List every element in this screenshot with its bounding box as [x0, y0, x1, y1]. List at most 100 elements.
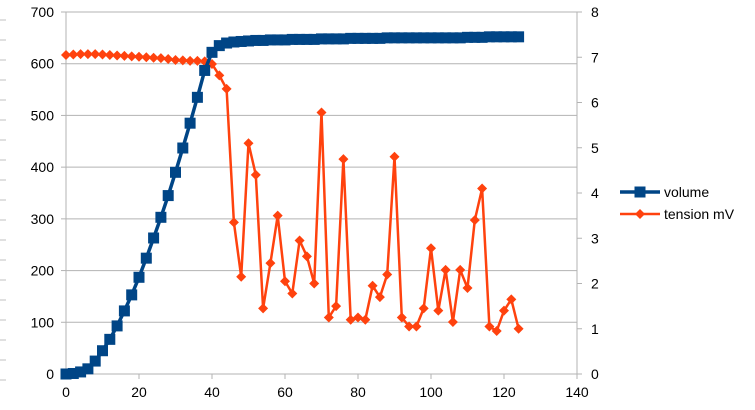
data-point-volume [279, 34, 291, 46]
data-point-volume [170, 166, 181, 178]
legend-item-volume: volume [620, 184, 709, 200]
data-point-tension-mv [236, 271, 247, 282]
data-point-tension-mv [97, 49, 108, 60]
x-tick-label: 60 [277, 384, 293, 400]
data-point-volume [235, 35, 247, 47]
data-point-volume [213, 40, 225, 52]
data-point-tension-mv [499, 305, 509, 316]
data-point-volume [330, 33, 342, 45]
data-point-volume [257, 34, 269, 46]
data-point-tension-mv [447, 316, 458, 327]
data-point-volume [264, 34, 276, 46]
data-point-volume [294, 33, 306, 45]
data-point-tension-mv [301, 251, 312, 262]
data-point-volume [323, 33, 335, 45]
y2-tick-label: 2 [591, 276, 599, 292]
y2-tick-label: 0 [591, 366, 599, 382]
data-point-tension-mv [68, 49, 79, 60]
data-point-tension-mv [177, 55, 188, 66]
x-tick-label: 20 [131, 384, 147, 400]
data-point-tension-mv [477, 183, 488, 194]
x-tick-label: 80 [350, 384, 366, 400]
data-point-volume [381, 32, 393, 44]
x-tick-label: 100 [419, 384, 443, 400]
data-point-volume [418, 32, 430, 44]
data-point-volume [396, 32, 408, 44]
data-point-volume [67, 367, 79, 379]
data-point-volume [491, 31, 503, 43]
x-tick-label: 0 [62, 384, 70, 400]
data-point-tension-mv [112, 50, 123, 61]
data-point-volume [272, 34, 284, 46]
data-point-tension-mv [382, 269, 393, 280]
data-point-volume [75, 366, 87, 378]
data-point-tension-mv [404, 321, 415, 332]
data-point-tension-mv [353, 312, 363, 323]
data-point-volume [403, 32, 415, 44]
y-tick-label: 200 [31, 263, 55, 279]
y2-tick-label: 8 [591, 4, 599, 20]
data-point-volume [126, 289, 138, 301]
y2-tick-label: 4 [591, 185, 599, 201]
data-point-tension-mv [75, 49, 86, 60]
series-volume [60, 31, 525, 380]
data-point-tension-mv [61, 49, 71, 60]
data-point-volume [316, 33, 327, 45]
data-point-tension-mv [440, 264, 451, 275]
data-point-tension-mv [170, 54, 181, 65]
data-point-tension-mv [192, 55, 203, 66]
y2-tick-label: 5 [591, 140, 599, 156]
data-point-volume [221, 37, 233, 49]
data-point-tension-mv [360, 314, 371, 325]
legend-label-volume: volume [664, 184, 709, 200]
data-point-tension-mv [258, 303, 269, 314]
data-point-tension-mv [433, 305, 444, 316]
data-point-tension-mv [265, 258, 276, 269]
data-point-tension-mv [126, 51, 137, 62]
data-point-tension-mv [134, 51, 144, 62]
tick-labels: 0 20 40 60 80 100 120 1400100200300400500600700… [31, 4, 599, 400]
axes [0, 11, 582, 381]
data-point-tension-mv [280, 276, 290, 287]
data-point-volume [462, 31, 473, 43]
data-point-tension-mv [389, 151, 400, 162]
data-point-tension-mv [250, 169, 261, 180]
data-point-tension-mv [411, 321, 422, 332]
data-point-tension-mv [345, 314, 356, 325]
legend: volume tension mV [620, 184, 735, 222]
y-tick-label: 600 [31, 56, 55, 72]
x-tick-label: 120 [492, 384, 516, 400]
data-point-volume [389, 32, 400, 44]
data-point-tension-mv [119, 50, 130, 61]
series-layer [60, 31, 525, 380]
data-point-volume [155, 211, 167, 223]
data-point-tension-mv [228, 217, 239, 228]
data-point-tension-mv [484, 321, 495, 332]
data-point-tension-mv [331, 301, 342, 312]
data-point-volume [148, 232, 160, 244]
data-point-tension-mv [294, 235, 305, 246]
data-point-volume [60, 368, 72, 380]
data-point-tension-mv [469, 215, 480, 226]
data-point-tension-mv [316, 107, 327, 118]
data-point-volume [97, 345, 108, 357]
y2-tick-label: 6 [591, 95, 599, 111]
data-point-tension-mv [155, 53, 166, 64]
data-point-tension-mv [513, 323, 524, 334]
legend-marker-tension-mv [635, 209, 645, 219]
y-tick-label: 500 [31, 107, 55, 123]
data-point-tension-mv [214, 70, 225, 81]
legend-item-tension-mv: tension mV [620, 206, 735, 222]
data-point-tension-mv [272, 210, 283, 221]
data-point-volume [447, 32, 459, 44]
y-tick-label: 0 [46, 366, 54, 382]
data-point-volume [140, 252, 152, 264]
data-point-volume [89, 355, 101, 367]
data-point-volume [286, 33, 298, 45]
data-point-tension-mv [367, 280, 378, 291]
legend-marker-volume [634, 186, 646, 198]
data-point-volume [250, 34, 262, 46]
data-point-tension-mv [396, 312, 407, 323]
data-point-volume [199, 64, 211, 76]
